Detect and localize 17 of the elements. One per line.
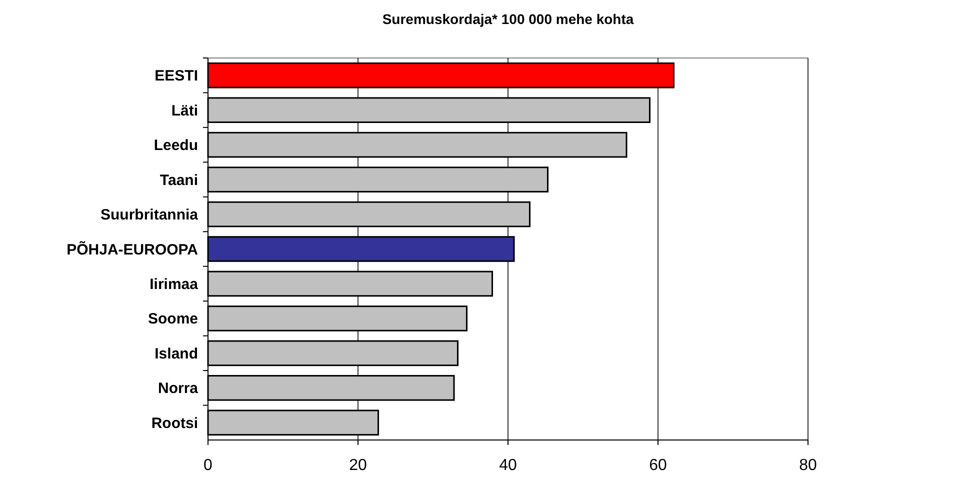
x-tick-label: 80 <box>799 457 817 474</box>
y-tick-label: Island <box>154 345 198 362</box>
x-tick-label: 40 <box>499 457 517 474</box>
y-tick-label: Taani <box>160 172 198 189</box>
y-tick-label: EESTI <box>154 68 198 85</box>
y-tick-label: Läti <box>171 102 198 120</box>
y-tick-label: PÕHJA-EUROOPA <box>66 240 198 258</box>
x-tick-label: 60 <box>649 457 667 474</box>
y-tick-label: Soome <box>148 310 198 328</box>
y-tick-label: Suurbritannia <box>100 206 199 224</box>
y-tick-label: Leedu <box>154 137 198 154</box>
y-tick-label: Rootsi <box>151 414 198 432</box>
y-tick-label: Iirimaa <box>150 276 199 293</box>
x-tick-label: 20 <box>349 457 367 474</box>
chart-title: Suremuskordaja* 100 000 mehe kohta <box>382 11 634 27</box>
x-tick-label: 0 <box>204 457 213 474</box>
y-tick-label: Norra <box>158 380 199 398</box>
